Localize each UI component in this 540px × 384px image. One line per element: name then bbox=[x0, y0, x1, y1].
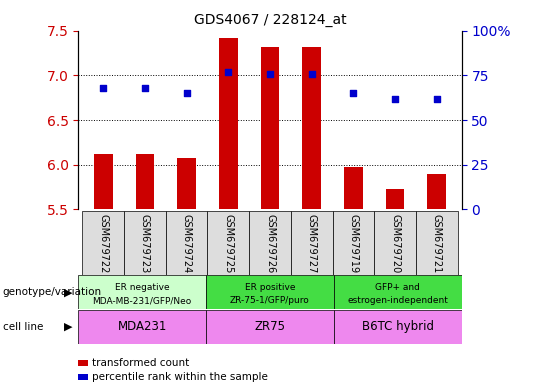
Text: GSM679726: GSM679726 bbox=[265, 214, 275, 274]
Text: GSM679727: GSM679727 bbox=[307, 214, 316, 274]
Point bbox=[266, 71, 274, 77]
Text: genotype/variation: genotype/variation bbox=[3, 287, 102, 297]
Text: percentile rank within the sample: percentile rank within the sample bbox=[92, 372, 268, 382]
Bar bbox=[291, 211, 333, 275]
Bar bbox=[334, 310, 462, 344]
Text: GSM679721: GSM679721 bbox=[431, 214, 442, 274]
Point bbox=[140, 85, 149, 91]
Bar bbox=[374, 211, 416, 275]
Text: GSM679720: GSM679720 bbox=[390, 214, 400, 274]
Point bbox=[183, 90, 191, 96]
Bar bbox=[427, 174, 446, 209]
Bar bbox=[166, 211, 207, 275]
Point bbox=[99, 85, 107, 91]
Bar bbox=[249, 211, 291, 275]
Bar bbox=[261, 47, 279, 209]
Point bbox=[224, 69, 233, 75]
Text: GSM679724: GSM679724 bbox=[181, 214, 192, 274]
Text: transformed count: transformed count bbox=[92, 358, 189, 368]
Text: GSM679722: GSM679722 bbox=[98, 214, 109, 274]
Bar bbox=[333, 211, 374, 275]
Point bbox=[391, 96, 400, 102]
Bar bbox=[83, 211, 124, 275]
Title: GDS4067 / 228124_at: GDS4067 / 228124_at bbox=[194, 13, 346, 27]
Text: GSM679725: GSM679725 bbox=[224, 214, 233, 274]
Bar bbox=[334, 275, 462, 309]
Text: MDA-MB-231/GFP/Neo: MDA-MB-231/GFP/Neo bbox=[92, 296, 192, 305]
Point bbox=[433, 96, 441, 102]
Bar bbox=[177, 158, 196, 209]
Bar bbox=[207, 211, 249, 275]
Text: GFP+ and: GFP+ and bbox=[375, 283, 420, 292]
Bar bbox=[344, 167, 363, 209]
Point bbox=[349, 90, 357, 96]
Bar bbox=[136, 154, 154, 209]
Text: ZR-75-1/GFP/puro: ZR-75-1/GFP/puro bbox=[230, 296, 310, 305]
Text: ER positive: ER positive bbox=[245, 283, 295, 292]
Bar bbox=[78, 275, 206, 309]
Bar bbox=[219, 38, 238, 209]
Text: ▶: ▶ bbox=[64, 287, 73, 297]
Text: MDA231: MDA231 bbox=[118, 320, 167, 333]
Bar bbox=[386, 189, 404, 209]
Bar bbox=[94, 154, 113, 209]
Point bbox=[307, 71, 316, 77]
Bar bbox=[78, 310, 206, 344]
Text: ZR75: ZR75 bbox=[254, 320, 286, 333]
Text: estrogen-independent: estrogen-independent bbox=[347, 296, 448, 305]
Text: B6TC hybrid: B6TC hybrid bbox=[362, 320, 434, 333]
Text: ER negative: ER negative bbox=[115, 283, 170, 292]
Bar bbox=[206, 275, 334, 309]
Bar bbox=[416, 211, 457, 275]
Text: cell line: cell line bbox=[3, 322, 43, 332]
Bar bbox=[302, 47, 321, 209]
Bar bbox=[206, 310, 334, 344]
Text: GSM679719: GSM679719 bbox=[348, 214, 359, 273]
Text: ▶: ▶ bbox=[64, 322, 73, 332]
Text: GSM679723: GSM679723 bbox=[140, 214, 150, 274]
Bar bbox=[124, 211, 166, 275]
